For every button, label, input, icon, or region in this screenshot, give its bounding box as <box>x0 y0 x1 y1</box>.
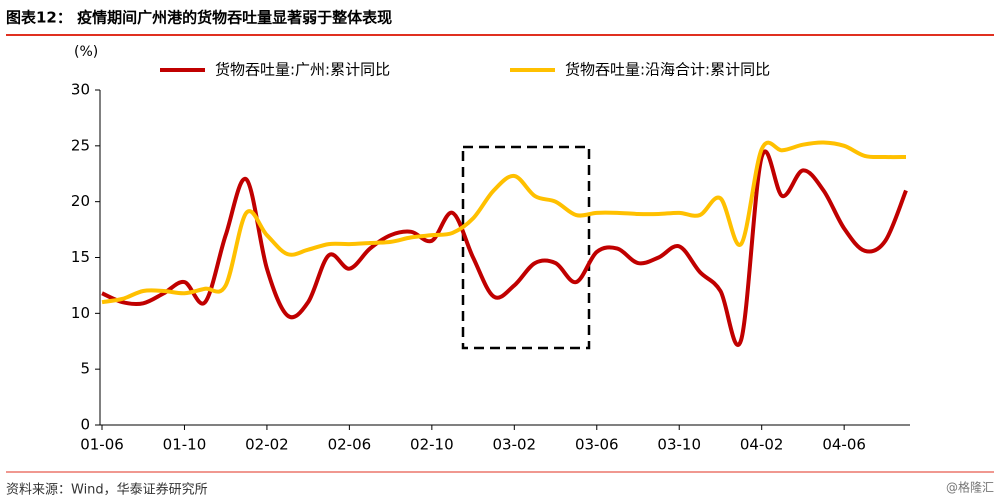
highlight-box <box>461 145 591 350</box>
y-tick-label: 30 <box>71 81 90 99</box>
x-tick-label: 01-10 <box>163 436 207 454</box>
x-tick-label: 03-10 <box>657 436 701 454</box>
chart-title: 图表12： 疫情期间广州港的货物吞吐量显著弱于整体表现 <box>6 9 392 27</box>
y-tick-label: 0 <box>80 416 90 434</box>
source-note: 资料来源：Wind，华泰证券研究所 <box>6 482 208 498</box>
y-tick-label: 5 <box>80 360 90 378</box>
y-tick-label: 10 <box>71 304 90 322</box>
x-tick-label: 02-02 <box>245 436 289 454</box>
x-tick-label: 03-06 <box>575 436 619 454</box>
y-axis-label: (%) <box>74 44 98 60</box>
legend-label: 货物吞吐量:沿海合计:累计同比 <box>565 61 770 79</box>
x-tick-label: 02-10 <box>410 436 454 454</box>
series-line <box>101 140 907 305</box>
x-tick-label: 02-06 <box>328 436 372 454</box>
y-tick-label: 25 <box>71 136 90 154</box>
x-tick-label: 04-06 <box>822 436 866 454</box>
y-tick-label: 15 <box>71 248 90 266</box>
x-tick-label: 03-02 <box>493 436 537 454</box>
y-tick-label: 20 <box>71 192 90 210</box>
x-tick-label: 01-06 <box>80 436 124 454</box>
x-tick-label: 04-02 <box>740 436 784 454</box>
legend-label: 货物吞吐量:广州:累计同比 <box>215 61 390 79</box>
series-line <box>101 149 908 347</box>
watermark: @格隆汇 <box>946 480 994 495</box>
